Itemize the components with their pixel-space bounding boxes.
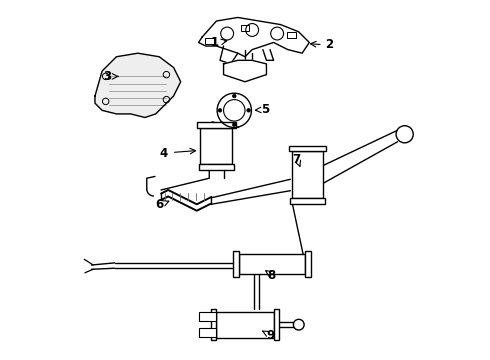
Bar [197, 122, 236, 128]
Bar [198, 164, 234, 170]
Polygon shape [95, 53, 181, 117]
Text: 7: 7 [293, 153, 301, 166]
Text: 4: 4 [159, 147, 168, 160]
Text: 6: 6 [155, 198, 163, 211]
Circle shape [247, 109, 250, 112]
Polygon shape [198, 18, 309, 57]
Text: 1: 1 [211, 36, 219, 49]
Bar [305, 251, 311, 277]
Bar [239, 254, 305, 274]
Text: 5: 5 [261, 103, 269, 116]
Bar [233, 251, 239, 277]
Bar [211, 309, 216, 341]
Bar [293, 152, 323, 198]
Circle shape [232, 123, 236, 126]
Bar [289, 146, 326, 152]
Bar [199, 312, 216, 321]
Bar [216, 312, 274, 338]
Circle shape [396, 126, 413, 143]
Circle shape [294, 319, 304, 330]
Bar [199, 328, 216, 337]
Bar [200, 128, 232, 164]
Bar [241, 25, 249, 31]
Polygon shape [223, 60, 267, 82]
Circle shape [232, 94, 236, 98]
Bar [291, 198, 325, 203]
Bar [205, 38, 214, 44]
Bar [274, 309, 279, 341]
Text: 3: 3 [103, 70, 112, 83]
Text: 2: 2 [325, 39, 333, 51]
Text: 9: 9 [267, 329, 275, 342]
Circle shape [218, 109, 222, 112]
Bar [287, 32, 296, 38]
Text: 8: 8 [268, 269, 276, 282]
